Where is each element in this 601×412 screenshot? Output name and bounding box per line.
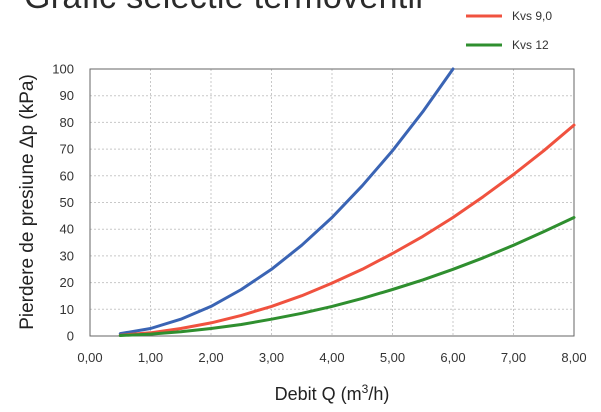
x-tick-label: 5,00 [380, 350, 405, 365]
y-tick-label: 50 [60, 195, 74, 210]
plot-border [89, 68, 575, 337]
x-axis-label: Debit Q (m3/h) [275, 382, 390, 404]
y-tick-label: 10 [60, 302, 74, 317]
page-title: Grafic selectie termoventil [24, 0, 423, 17]
legend: Kvs 9,0 Kvs 12 [466, 9, 552, 52]
x-tick-label: 1,00 [138, 350, 163, 365]
grid-lines [90, 69, 574, 336]
series-line [118, 216, 576, 337]
y-tick-label: 30 [60, 248, 74, 263]
y-tick-label: 100 [52, 62, 74, 77]
y-tick-label: 80 [60, 115, 74, 130]
x-tick-labels: 0,00 1,00 2,00 3,00 4,00 5,00 6,00 7,00 8,00 [77, 350, 586, 365]
y-tick-label: 40 [60, 222, 74, 237]
x-tick-label: 0,00 [77, 350, 102, 365]
y-tick-label: 60 [60, 168, 74, 183]
x-tick-label: 4,00 [319, 350, 344, 365]
legend-label: Kvs 9,0 [512, 9, 552, 23]
y-axis-label: Pierdere de presiune Δp (kPa) [17, 74, 38, 330]
x-tick-label: 6,00 [440, 350, 465, 365]
x-tick-label: 7,00 [501, 350, 526, 365]
y-tick-label: 90 [60, 88, 74, 103]
x-tick-label: 8,00 [561, 350, 586, 365]
series-line [118, 67, 455, 336]
y-tick-label: 20 [60, 275, 74, 290]
series-lines [118, 67, 576, 337]
y-tick-label: 0 [67, 329, 74, 344]
y-tick-label: 70 [60, 142, 74, 157]
series-line [118, 123, 576, 337]
x-tick-label: 2,00 [198, 350, 223, 365]
x-tick-label: 3,00 [259, 350, 284, 365]
legend-label: Kvs 12 [512, 38, 549, 52]
y-tick-labels: 0 10 20 30 40 50 60 70 80 90 100 [52, 62, 74, 344]
